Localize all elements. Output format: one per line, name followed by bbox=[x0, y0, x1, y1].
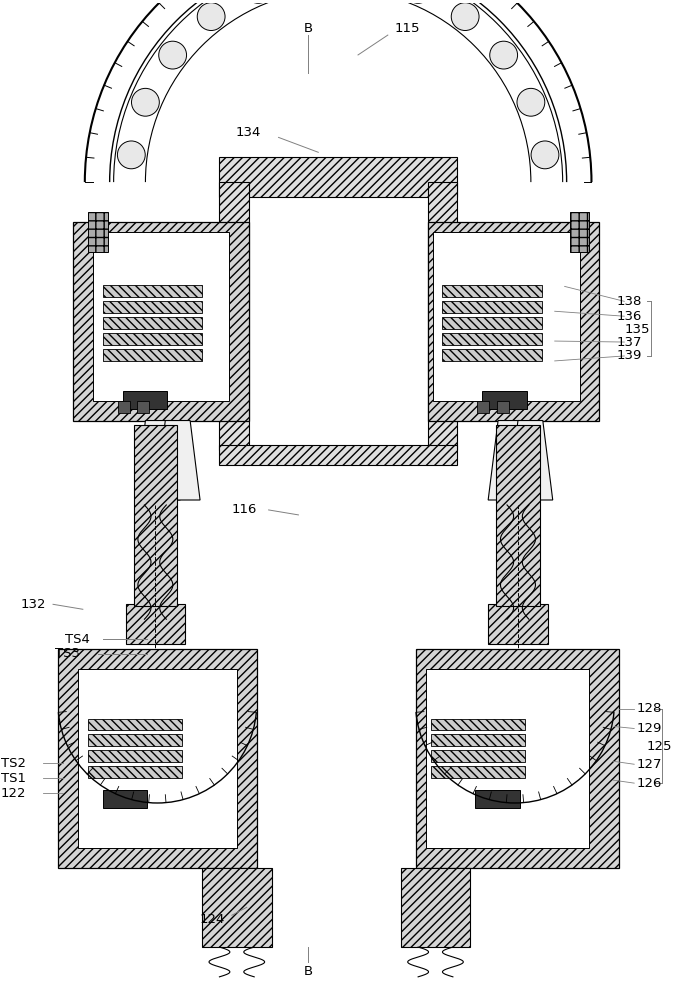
Polygon shape bbox=[508, 421, 553, 500]
Bar bbox=[219, 182, 249, 450]
Bar bbox=[137, 401, 149, 413]
Text: TS3: TS3 bbox=[55, 647, 81, 660]
Text: 124: 124 bbox=[199, 913, 225, 926]
Circle shape bbox=[490, 41, 518, 69]
Bar bbox=[442, 317, 542, 329]
Text: 134: 134 bbox=[236, 126, 261, 139]
Bar bbox=[103, 317, 202, 329]
Bar bbox=[400, 868, 470, 947]
Bar bbox=[431, 766, 525, 778]
Bar bbox=[219, 445, 458, 465]
Bar bbox=[118, 401, 129, 413]
Bar bbox=[425, 669, 590, 848]
Bar bbox=[497, 401, 509, 413]
Bar bbox=[475, 790, 520, 808]
Text: B: B bbox=[304, 965, 313, 978]
Text: 122: 122 bbox=[1, 787, 26, 800]
Bar bbox=[133, 425, 177, 606]
Text: 136: 136 bbox=[616, 310, 642, 323]
Text: 135: 135 bbox=[625, 323, 650, 336]
Bar bbox=[87, 734, 182, 746]
Bar bbox=[416, 649, 619, 868]
Bar bbox=[433, 232, 579, 401]
Text: 128: 128 bbox=[637, 702, 662, 715]
Bar bbox=[477, 401, 489, 413]
Bar bbox=[103, 349, 202, 361]
Text: 129: 129 bbox=[637, 722, 662, 735]
Text: TS4: TS4 bbox=[65, 633, 90, 646]
Text: 126: 126 bbox=[637, 777, 662, 790]
Text: TS2: TS2 bbox=[1, 757, 26, 770]
Bar bbox=[442, 349, 542, 361]
Text: 125: 125 bbox=[646, 740, 672, 753]
Text: 116: 116 bbox=[231, 503, 256, 516]
Bar bbox=[442, 285, 542, 297]
Circle shape bbox=[131, 88, 160, 116]
Polygon shape bbox=[155, 421, 200, 500]
Bar bbox=[87, 719, 182, 730]
Bar bbox=[93, 232, 229, 401]
Circle shape bbox=[159, 41, 186, 69]
Bar bbox=[496, 425, 540, 606]
Bar bbox=[103, 333, 202, 345]
Text: 115: 115 bbox=[395, 22, 421, 35]
Bar bbox=[431, 719, 525, 730]
Text: 139: 139 bbox=[616, 349, 642, 362]
Bar bbox=[427, 182, 458, 450]
Bar bbox=[87, 212, 108, 252]
Bar bbox=[202, 868, 272, 947]
Bar bbox=[103, 790, 147, 808]
Bar bbox=[103, 285, 202, 297]
Polygon shape bbox=[488, 421, 533, 500]
Text: B: B bbox=[304, 22, 313, 35]
Bar bbox=[58, 649, 256, 868]
Circle shape bbox=[517, 88, 545, 116]
Circle shape bbox=[197, 3, 225, 31]
Circle shape bbox=[404, 0, 432, 3]
Bar bbox=[488, 604, 548, 644]
Bar bbox=[482, 391, 527, 409]
Bar bbox=[569, 212, 590, 252]
Bar bbox=[431, 734, 525, 746]
Text: 137: 137 bbox=[616, 336, 642, 349]
Circle shape bbox=[451, 3, 479, 31]
Bar bbox=[78, 669, 237, 848]
Bar bbox=[442, 301, 542, 313]
Text: 132: 132 bbox=[20, 598, 46, 611]
Bar bbox=[87, 766, 182, 778]
Bar bbox=[103, 301, 202, 313]
Circle shape bbox=[244, 0, 272, 3]
Polygon shape bbox=[135, 421, 180, 500]
Bar bbox=[431, 750, 525, 762]
Text: TS1: TS1 bbox=[1, 772, 26, 785]
Text: 127: 127 bbox=[637, 758, 662, 771]
Bar bbox=[219, 157, 458, 197]
Bar bbox=[122, 391, 168, 409]
Text: 138: 138 bbox=[616, 295, 642, 308]
Bar bbox=[73, 222, 249, 421]
Circle shape bbox=[117, 141, 145, 169]
Bar bbox=[427, 222, 600, 421]
Bar bbox=[87, 750, 182, 762]
Bar bbox=[442, 333, 542, 345]
Circle shape bbox=[531, 141, 559, 169]
Bar bbox=[126, 604, 185, 644]
